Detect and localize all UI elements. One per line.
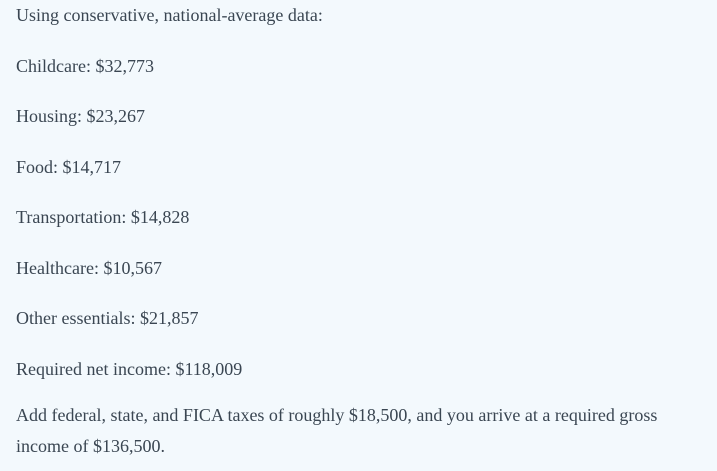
required-net-income: Required net income: $118,009 — [16, 358, 243, 379]
expense-healthcare: Healthcare: $10,567 — [16, 257, 162, 278]
article-body: Using conservative, national-average dat… — [16, 4, 706, 462]
conclusion-paragraph: Add federal, state, and FICA taxes of ro… — [16, 404, 658, 456]
intro-text: Using conservative, national-average dat… — [16, 5, 323, 25]
expense-housing: Housing: $23,267 — [16, 106, 146, 126]
expense-childcare: Childcare: $32,773 — [16, 55, 154, 76]
expense-transportation: Transportation: $14,828 — [16, 207, 190, 227]
expense-food: Food: $14,717 — [16, 156, 122, 177]
expense-other-essentials: Other essentials: $21,857 — [16, 308, 199, 328]
